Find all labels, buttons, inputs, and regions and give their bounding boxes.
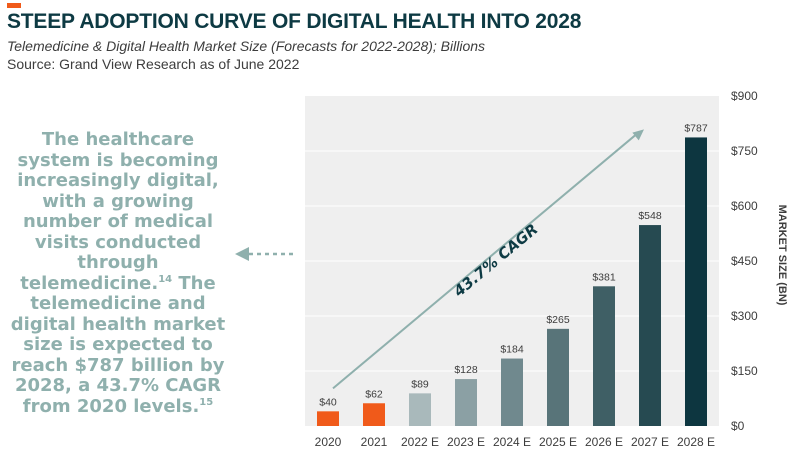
y-tick-label: $0 [731, 419, 745, 433]
data-label: $128 [454, 364, 478, 376]
bar [685, 137, 707, 426]
data-label: $89 [411, 378, 429, 390]
y-tick-label: $600 [731, 199, 758, 213]
bar [639, 225, 661, 426]
data-label: $787 [684, 122, 708, 134]
data-label: $184 [500, 344, 524, 356]
bar [593, 286, 615, 426]
callout-part-1: The healthcare system is becoming increa… [17, 129, 219, 294]
y-tick-label: $750 [731, 144, 758, 158]
footnote-15: 15 [199, 396, 214, 408]
x-tick-label: 2021 [361, 435, 388, 449]
callout-arrow-head [235, 247, 249, 261]
x-tick-label: 2022 E [401, 435, 439, 449]
y-tick-label: $450 [731, 254, 758, 268]
footnote-14: 14 [158, 273, 173, 285]
x-tick-label: 2023 E [447, 435, 485, 449]
chart-subtitle: Telemedicine & Digital Health Market Siz… [7, 38, 486, 54]
y-tick-label: $300 [731, 309, 758, 323]
y-tick-label: $150 [731, 364, 758, 378]
x-tick-label: 2020 [315, 435, 342, 449]
bar [363, 403, 385, 426]
data-label: $548 [638, 210, 662, 222]
x-tick-label: 2026 E [585, 435, 623, 449]
y-axis-label: MARKET SIZE (BN) [776, 205, 788, 306]
chart-source: Source: Grand View Research as of June 2… [7, 56, 300, 72]
bar [501, 358, 523, 426]
x-tick-label: 2024 E [493, 435, 531, 449]
data-label: $40 [319, 396, 337, 408]
chart-title: STEEP ADOPTION CURVE OF DIGITAL HEALTH I… [7, 10, 582, 33]
data-label: $62 [365, 388, 383, 400]
y-tick-label: $900 [731, 89, 758, 103]
callout-text: The healthcare system is becoming increa… [4, 129, 232, 417]
bar [455, 379, 477, 426]
data-label: $381 [592, 271, 616, 283]
data-label: $265 [546, 314, 570, 326]
x-tick-label: 2027 E [631, 435, 669, 449]
bar [547, 328, 569, 426]
cagr-arrow-line [332, 134, 636, 390]
accent-bar [7, 3, 21, 8]
x-tick-label: 2028 E [677, 435, 715, 449]
bar [317, 411, 339, 426]
bar [409, 393, 431, 426]
cagr-arrow-head [632, 129, 644, 141]
callout-part-2: The telemedicine and digital health mark… [10, 272, 226, 417]
x-tick-label: 2025 E [539, 435, 577, 449]
